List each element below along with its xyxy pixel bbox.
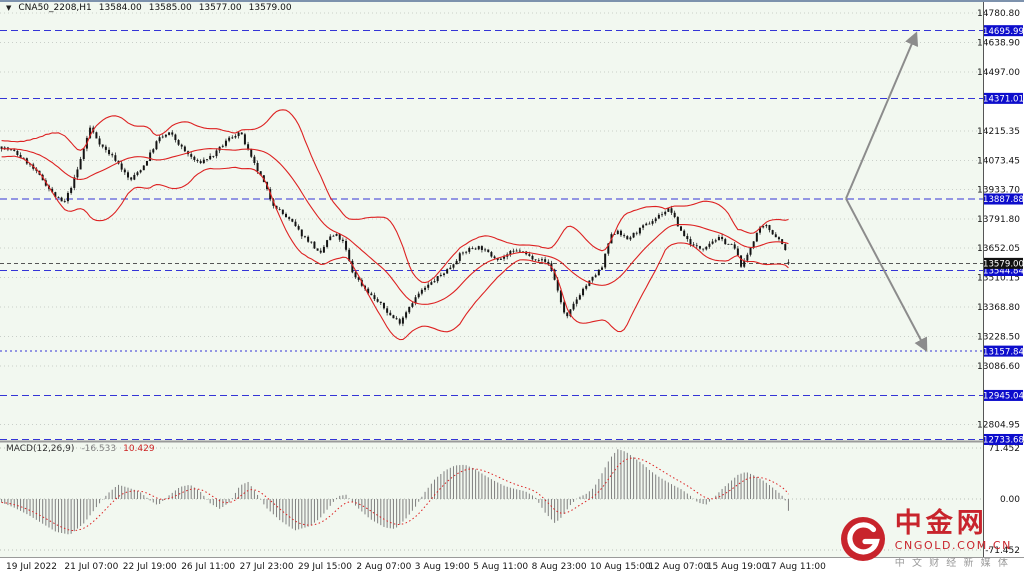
logo-tagline: 中 文 财 经 新 媒 体	[894, 558, 1010, 569]
chart-symbol-label: CNA50_2208,H1	[18, 3, 92, 13]
time-axis-label: 21 Jul 07:00	[64, 562, 118, 572]
macd-name: MACD(12,26,9)	[6, 444, 75, 454]
price-axis-tick: 12804.95	[977, 421, 1020, 431]
price-axis-tick: 14638.90	[977, 39, 1020, 49]
svg-text:13544.84: 13544.84	[983, 267, 1024, 277]
time-axis-label: 26 Jul 11:00	[181, 562, 235, 572]
time-axis-label: 17 Aug 11:00	[765, 562, 826, 572]
time-axis-label: 19 Jul 2022	[6, 562, 57, 572]
macd-signal-value: 10.429	[123, 444, 155, 454]
time-axis-label: 27 Jul 23:00	[240, 562, 294, 572]
svg-text:13579.00: 13579.00	[983, 260, 1024, 270]
price-level-badge: 13157.84	[983, 345, 1024, 357]
ohlc-close: 13579.00	[248, 3, 292, 13]
trend-arrow[interactable]	[845, 198, 928, 353]
price-level-badge: 13544.84	[983, 264, 1024, 277]
price-axis-tick: 13652.05	[977, 244, 1020, 254]
window-top-edge	[0, 0, 1024, 2]
price-axis-tick: 13086.60	[977, 362, 1020, 372]
cngold-watermark: 中金网 CNGOLD.COM.CN 中 文 财 经 新 媒 体	[840, 507, 1012, 569]
macd-indicator-label: MACD(12,26,9) -16.533 10.429	[6, 444, 155, 454]
macd-value: -16.533	[81, 444, 117, 454]
price-axis-tick: 14780.80	[977, 9, 1020, 19]
bollinger-upper-line	[1, 109, 789, 284]
time-axis-label: 22 Jul 19:00	[123, 562, 177, 572]
ohlc-low: 13577.00	[198, 3, 242, 13]
time-axis-label: 29 Jul 15:00	[298, 562, 352, 572]
macd-axis-tick: 0.00	[1000, 495, 1020, 505]
price-axis-tick: 13228.50	[977, 332, 1020, 342]
trend-arrow[interactable]	[845, 31, 919, 199]
price-level-badge: 14695.99	[983, 25, 1024, 37]
bollinger-bands	[1, 109, 789, 341]
price-level-badge: 13887.88	[983, 193, 1024, 205]
chart-symbol-marker-icon: ▼	[6, 3, 12, 12]
macd-pane	[1, 449, 789, 535]
time-axis-label: 8 Aug 23:00	[532, 562, 587, 572]
svg-text:13157.84: 13157.84	[983, 347, 1024, 357]
macd-axis-tick: 71.452	[989, 444, 1021, 454]
price-level-badge: 12733.68	[983, 433, 1024, 446]
price-level-badge: 14371.01	[983, 92, 1024, 105]
bollinger-lower-line	[1, 155, 789, 341]
time-axis-label: 12 Aug 07:00	[648, 562, 709, 572]
svg-text:14695.99: 14695.99	[983, 27, 1024, 37]
cngold-logo-icon	[840, 517, 885, 562]
svg-text:13887.88: 13887.88	[983, 195, 1024, 205]
ohlc-high: 13585.00	[148, 3, 192, 13]
price-axis-tick: 13510.15	[977, 274, 1020, 284]
price-level-badge: 12945.04	[983, 389, 1024, 402]
svg-text:14371.01: 14371.01	[983, 95, 1024, 105]
svg-text:12945.04: 12945.04	[983, 392, 1024, 402]
price-axis-tick: 13368.80	[977, 303, 1020, 313]
svg-text:12733.68: 12733.68	[983, 436, 1024, 446]
macd-signal-line	[1, 457, 789, 532]
time-axis-label: 5 Aug 11:00	[473, 562, 528, 572]
price-axis-tick: 14073.45	[977, 156, 1020, 166]
time-axis-label: 15 Aug 19:00	[707, 562, 768, 572]
ohlc-open: 13584.00	[98, 3, 142, 13]
price-axis-tick: 13791.80	[977, 215, 1020, 225]
price-axis-tick: 14215.35	[977, 127, 1020, 137]
chart-background	[0, 0, 983, 557]
time-axis-label: 10 Aug 15:00	[590, 562, 651, 572]
price-axis-tick: 13933.70	[977, 185, 1020, 195]
price-axis-tick: 14497.00	[977, 68, 1020, 78]
logo-brand-name: 中金网	[894, 507, 988, 539]
current-price-badge: 13579.00	[983, 257, 1024, 270]
time-axis-label: 2 Aug 07:00	[356, 562, 411, 572]
macd-axis-tick: -71.452	[985, 546, 1020, 556]
chart-header: ▼ CNA50_2208,H1 13584.00 13585.00 13577.…	[6, 3, 292, 13]
logo-domain: CNGOLD.COM.CN	[894, 539, 1012, 552]
time-axis-label: 3 Aug 19:00	[415, 562, 470, 572]
bollinger-middle-line	[1, 148, 789, 305]
